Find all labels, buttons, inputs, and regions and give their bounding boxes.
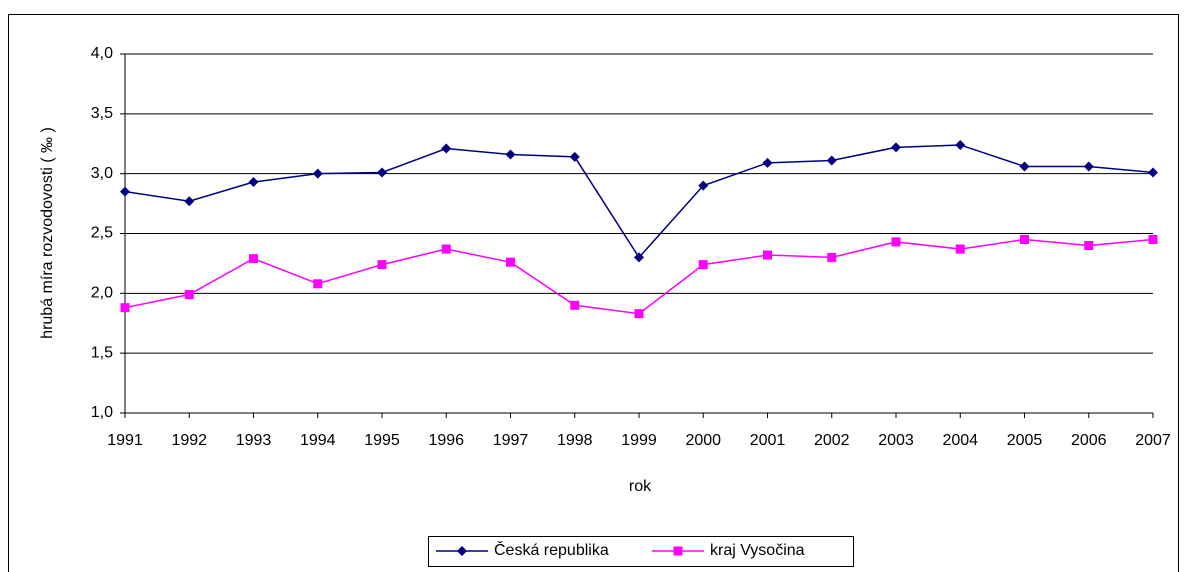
- x-tick-label: 2002: [814, 432, 850, 449]
- x-tick-label: 2000: [685, 432, 721, 449]
- data-point: [698, 180, 709, 191]
- data-point: [1019, 161, 1030, 172]
- data-point: [1148, 234, 1158, 244]
- data-point: [827, 252, 837, 262]
- data-point: [698, 260, 708, 270]
- data-point: [441, 244, 451, 254]
- y-tick-label: 2,5: [91, 225, 113, 242]
- x-tick-label: 2001: [750, 432, 786, 449]
- data-point: [313, 279, 323, 289]
- y-tick-label: 4,0: [91, 45, 113, 62]
- data-point: [248, 177, 259, 188]
- x-tick-label: 2007: [1135, 432, 1171, 449]
- x-axis-label: rok: [629, 478, 652, 495]
- x-tick-label: 1997: [493, 432, 529, 449]
- x-tick-label: 1996: [428, 432, 464, 449]
- legend-label: kraj Vysočina: [710, 542, 805, 559]
- data-point: [184, 290, 194, 300]
- data-point: [249, 254, 258, 264]
- x-tick-label: 2005: [1007, 432, 1043, 449]
- data-point: [569, 151, 580, 162]
- x-tick-label: 2006: [1071, 432, 1107, 449]
- data-point: [634, 309, 644, 319]
- legend-marker: [673, 546, 683, 556]
- y-tick-label: 1,0: [91, 404, 113, 421]
- data-point: [312, 168, 323, 179]
- x-tick-label: 1991: [107, 432, 143, 449]
- y-tick-label: 3,0: [91, 165, 113, 182]
- data-point: [377, 167, 387, 178]
- data-point: [120, 303, 130, 313]
- data-point: [505, 149, 516, 160]
- data-point: [826, 155, 837, 166]
- data-point: [441, 143, 452, 154]
- data-point: [891, 142, 901, 153]
- y-tick-label: 3,5: [91, 105, 113, 122]
- data-point: [570, 300, 580, 310]
- data-point: [955, 139, 966, 150]
- data-point: [184, 196, 195, 207]
- legend-box: [428, 536, 854, 567]
- x-tick-label: 2003: [878, 432, 914, 449]
- data-point: [1148, 167, 1158, 178]
- x-tick-label: 1999: [621, 432, 657, 449]
- data-point: [634, 252, 644, 263]
- data-point: [891, 237, 901, 247]
- data-point: [762, 157, 773, 168]
- data-point: [1020, 234, 1029, 244]
- data-point: [955, 244, 965, 254]
- y-tick-label: 1,5: [91, 344, 113, 361]
- data-point: [377, 260, 387, 270]
- y-axis-label: hrubá míra rozvodovosti ( ‰ ): [39, 127, 56, 339]
- x-tick-label: 1995: [364, 432, 400, 449]
- x-tick-label: 2004: [942, 432, 978, 449]
- data-point: [506, 257, 515, 267]
- y-tick-label: 2,0: [91, 285, 113, 302]
- x-tick-label: 1998: [557, 432, 593, 449]
- legend-marker: [457, 546, 467, 556]
- x-tick-label: 1994: [300, 432, 336, 449]
- data-point: [120, 186, 130, 197]
- x-tick-label: 1992: [171, 432, 207, 449]
- data-point: [763, 250, 772, 260]
- data-point: [1083, 161, 1094, 172]
- x-tick-label: 1993: [236, 432, 272, 449]
- data-point: [1084, 240, 1094, 250]
- legend-label: Česká republika: [494, 540, 609, 559]
